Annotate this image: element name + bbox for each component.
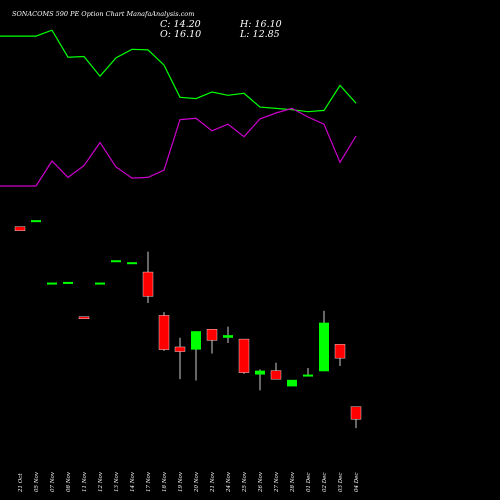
indicator-line-1 [0, 29, 357, 113]
x-tick-label: 08 Nov [66, 471, 72, 492]
low-value: L: 12.85 [240, 29, 280, 40]
high-value: H: 16.10 [240, 19, 282, 30]
chart-title: SONACOMS 590 PE Option Chart ManafaAnaly… [12, 10, 195, 18]
candle-body [95, 282, 105, 285]
candle-body [174, 346, 186, 352]
candle-body [319, 322, 329, 372]
candle-body [63, 281, 73, 284]
x-tick-label: 02 Dec [322, 473, 328, 493]
x-tick-label: 11 Nov [82, 471, 88, 492]
x-tick-label: 20 Nov [194, 471, 200, 493]
candle-body [111, 260, 121, 263]
x-tick-label: 17 Nov [146, 471, 152, 492]
open-value: O: 16.10 [160, 29, 202, 40]
x-tick-label: 18 Nov [162, 471, 168, 492]
x-tick-label: 05 Nov [34, 471, 40, 492]
candle-body [127, 262, 137, 265]
x-tick-label: 01 Dec [306, 473, 312, 493]
x-tick-label: 13 Nov [114, 471, 120, 492]
x-tick-label: 28 Nov [290, 471, 296, 493]
x-tick-label: 12 Nov [98, 471, 104, 492]
candle-body [255, 370, 265, 375]
x-tick-label: 03 Dec [338, 473, 344, 493]
candle-body [303, 374, 313, 377]
x-tick-label: 25 Nov [242, 471, 248, 493]
candle-body [14, 226, 26, 231]
candle-body [238, 338, 250, 373]
candle-body [206, 329, 218, 341]
x-tick-label: 21 Nov [210, 471, 216, 493]
candle-body [270, 370, 282, 380]
x-tick-label: 14 Nov [130, 471, 136, 492]
candle-body [334, 344, 346, 359]
x-tick-label: 21 Oct [18, 473, 24, 493]
x-tick-label: 19 Nov [178, 471, 184, 492]
x-tick-label: 26 Nov [258, 471, 264, 493]
x-tick-label: 24 Nov [226, 471, 232, 493]
candle-body [223, 335, 233, 338]
close-value: C: 14.20 [160, 19, 201, 30]
x-tick-label: 07 Nov [50, 471, 56, 492]
indicator-line-2 [0, 107, 357, 187]
candle-body [158, 315, 170, 350]
candle-body [287, 379, 297, 387]
candle-body [142, 271, 154, 297]
x-tick-label: 04 Dec [354, 473, 360, 493]
candle-body [350, 406, 362, 420]
candle-body [31, 220, 41, 223]
candle-body [191, 331, 201, 350]
candle-body [47, 282, 57, 285]
x-tick-label: 27 Nov [274, 471, 280, 493]
candle-body [78, 316, 90, 319]
